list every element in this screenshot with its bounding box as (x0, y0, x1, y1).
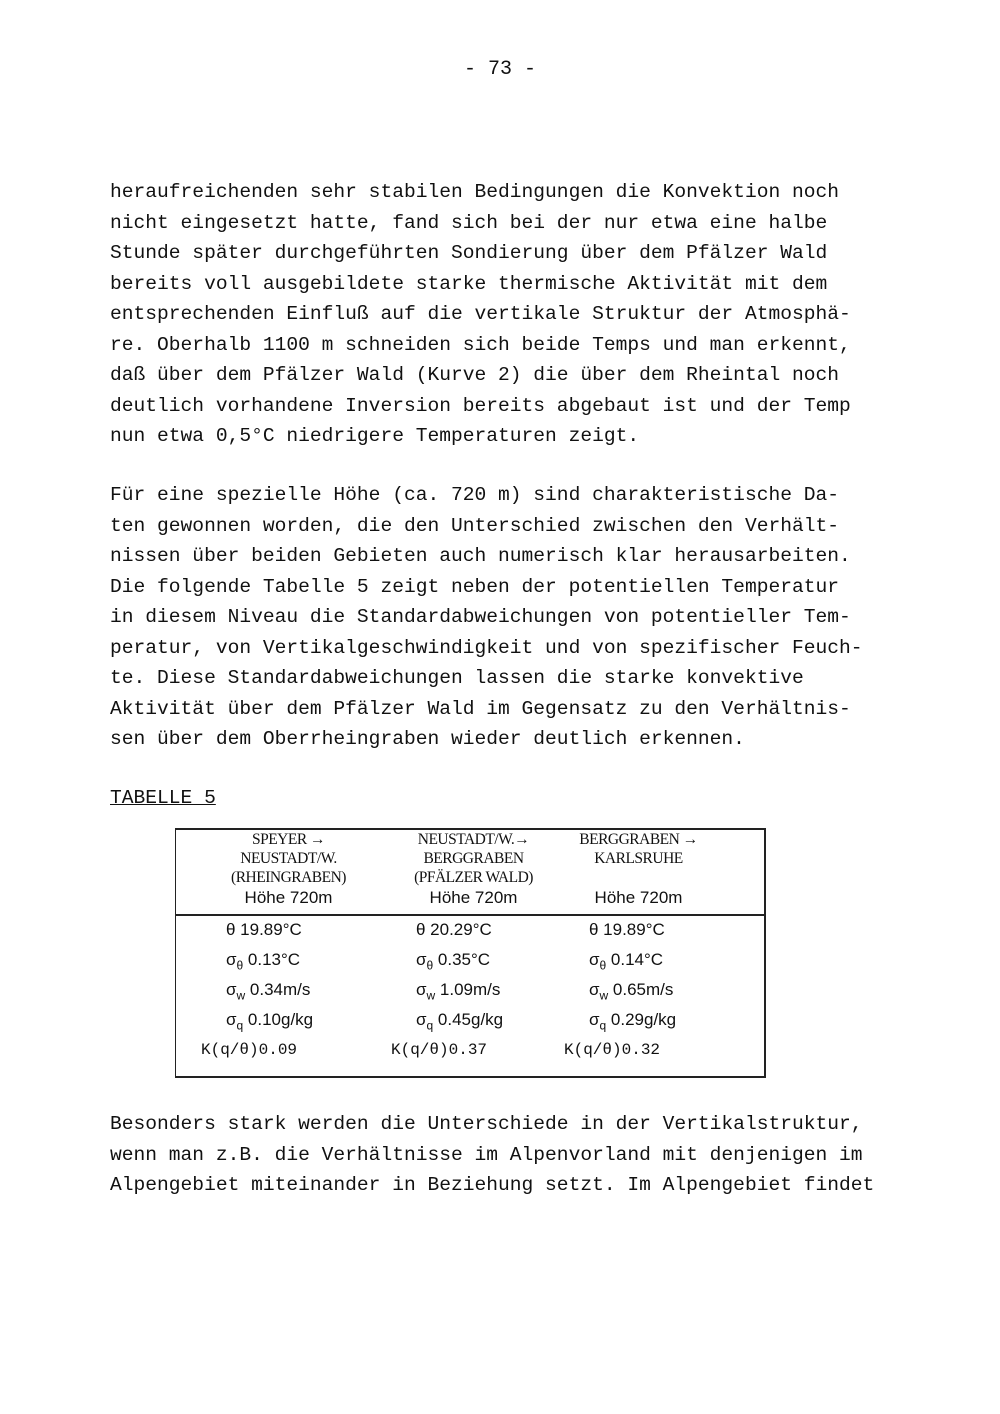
text-line: ten gewonnen worden, die den Unterschied… (110, 514, 840, 537)
sigma-theta-value: σθ 0.13°C (226, 950, 301, 973)
header-line: BERGGRABEN → (579, 831, 698, 848)
k-value: K(q/θ)0.32 (564, 1041, 661, 1059)
theta-value: θ 19.89°C (589, 920, 665, 939)
text-line: nissen über beiden Gebieten auch numeris… (110, 545, 851, 567)
header-line: NEUSTADT/W.→ (417, 831, 530, 848)
height-label: Höhe 720m (244, 888, 333, 907)
text-line: re. Oberhalb 1100 m schneiden sich beide… (110, 333, 851, 356)
text-line: Alpengebiet miteinander in Beziehung set… (110, 1174, 875, 1196)
paragraph-2: Für eine spezielle Höhe (ca. 720 m) sind… (110, 480, 863, 755)
text-line: sen über dem Oberrheingraben wieder deut… (110, 728, 745, 750)
table-column: θ 19.89°C σθ 0.13°C σw 0.34m/s σq 0.10g/… (201, 916, 314, 1066)
text-line: Stunde später durchgeführten Sondierung … (110, 242, 828, 264)
text-line: daß über dem Pfälzer Wald (Kurve 2) die … (110, 364, 840, 386)
header-line: SPEYER → (251, 831, 326, 848)
text-line: Aktivität über dem Pfälzer Wald im Gegen… (110, 697, 851, 720)
k-value: K(q/θ)0.37 (391, 1041, 488, 1059)
text-line: Die folgende Tabelle 5 zeigt neben der p… (110, 575, 840, 598)
header-line: BERGGRABEN (423, 850, 524, 867)
header-line: (PFÄLZER WALD) (414, 869, 533, 886)
sigma-q-value: σq 0.29g/kg (589, 1010, 677, 1033)
text-line: nun etwa 0,5°C niedrigere Temperaturen z… (110, 425, 640, 447)
table-header: SPEYER → NEUSTADT/W. (RHEINGRABEN) Höhe … (176, 830, 764, 916)
header-line (571, 868, 706, 887)
paragraph-3: Besonders stark werden die Unterschiede … (110, 1109, 874, 1201)
table-column: θ 20.29°C σθ 0.35°C σw 1.09m/s σq 0.45g/… (391, 916, 504, 1066)
table-caption: TABELLE 5 (110, 787, 216, 809)
text-line: Für eine spezielle Höhe (ca. 720 m) sind… (110, 484, 840, 506)
theta-value: θ 19.89°C (226, 920, 302, 939)
height-label: Höhe 720m (429, 888, 518, 907)
column-header: NEUSTADT/W.→ BERGGRABEN (PFÄLZER WALD) H… (391, 830, 556, 908)
text-line: te. Diese Standardabweichungen lassen di… (110, 667, 804, 689)
text-line: entsprechenden Einfluß auf die vertikale… (110, 303, 851, 325)
header-line: NEUSTADT/W. (240, 850, 337, 867)
paragraph-1: heraufreichenden sehr stabilen Bedingung… (110, 177, 851, 452)
text-line: nicht eingesetzt hatte, fand sich bei de… (110, 211, 828, 234)
text-line: heraufreichenden sehr stabilen Bedingung… (110, 181, 840, 203)
k-value: K(q/θ)0.09 (201, 1041, 298, 1059)
column-header: SPEYER → NEUSTADT/W. (RHEINGRABEN) Höhe … (206, 830, 371, 908)
sigma-theta-value: σθ 0.14°C (589, 950, 664, 973)
text-line: deutlich vorhandene Inversion bereits ab… (110, 394, 851, 417)
data-table: SPEYER → NEUSTADT/W. (RHEINGRABEN) Höhe … (175, 828, 766, 1078)
sigma-theta-value: σθ 0.35°C (416, 950, 491, 973)
text-line: peratur, von Vertikalgeschwindigkeit und… (110, 636, 863, 659)
page-number: - 73 - (463, 58, 536, 81)
sigma-w-value: σw 0.34m/s (226, 980, 311, 1003)
text-line: wenn man z.B. die Verhältnisse im Alpenv… (110, 1143, 863, 1166)
sigma-q-value: σq 0.45g/kg (416, 1010, 504, 1033)
header-line: KARLSRUHE (594, 850, 683, 867)
sigma-w-value: σw 0.65m/s (589, 980, 674, 1003)
text-line: bereits voll ausgebildete starke thermis… (110, 272, 828, 295)
column-header: BERGGRABEN → KARLSRUHE Höhe 720m (571, 830, 706, 908)
text-line: Besonders stark werden die Unterschiede … (110, 1113, 863, 1135)
sigma-w-value: σw 1.09m/s (416, 980, 501, 1003)
theta-value: θ 20.29°C (416, 920, 492, 939)
height-label: Höhe 720m (594, 888, 683, 907)
sigma-q-value: σq 0.10g/kg (226, 1010, 314, 1033)
header-line: (RHEINGRABEN) (231, 869, 346, 886)
table-column: θ 19.89°C σθ 0.14°C σw 0.65m/s σq 0.29g/… (564, 916, 677, 1066)
text-line: in diesem Niveau die Standardabweichunge… (110, 606, 851, 628)
